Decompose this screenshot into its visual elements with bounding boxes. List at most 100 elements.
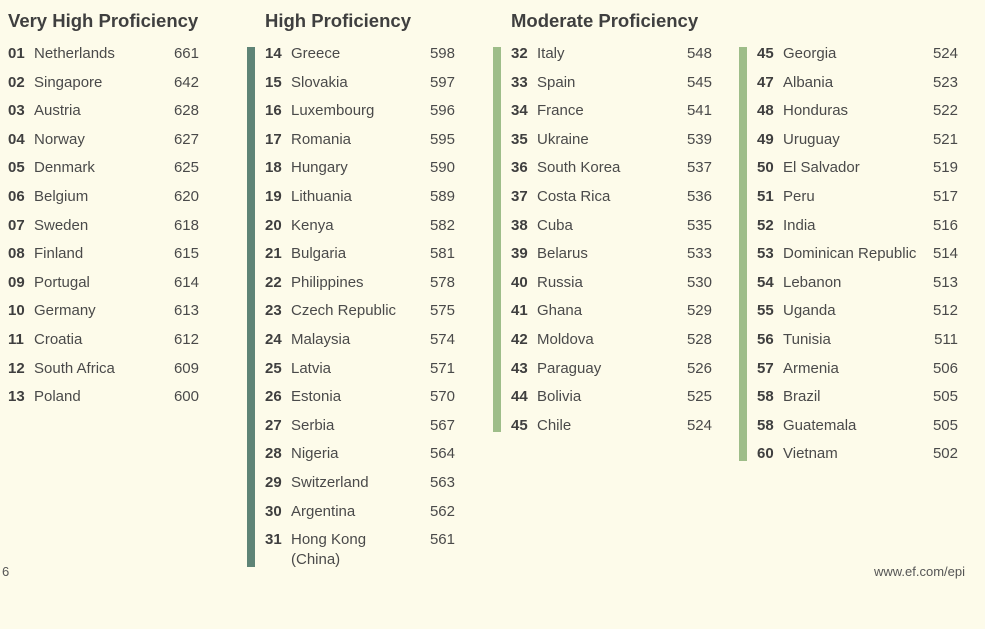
ranking-row: 19 Lithuania 589 [265, 187, 455, 216]
score-value: 519 [932, 159, 958, 177]
ranking-row: 54 Lebanon 513 [757, 273, 958, 302]
country-name: South Africa [34, 359, 115, 377]
rank-number: 58 [757, 416, 774, 434]
ranking-row: 47 Albania 523 [757, 73, 958, 102]
score-value: 614 [173, 273, 199, 291]
score-value: 512 [932, 302, 958, 320]
score-value: 505 [932, 416, 958, 434]
score-value: 533 [686, 245, 712, 263]
moderate-proficiency-bar-1 [493, 47, 501, 432]
rank-number: 54 [757, 273, 774, 291]
country-name: Uruguay [783, 130, 840, 148]
score-value: 596 [429, 102, 455, 120]
score-value: 575 [429, 302, 455, 320]
country-name: Tunisia [783, 330, 831, 348]
country-name: Paraguay [537, 359, 602, 377]
ranking-row: 35 Ukraine 539 [511, 130, 712, 159]
rank-number: 40 [511, 273, 528, 291]
ranking-row: 43 Paraguay 526 [511, 359, 712, 388]
score-value: 613 [173, 302, 199, 320]
rank-number: 04 [8, 130, 25, 148]
score-value: 567 [429, 416, 455, 434]
score-value: 574 [429, 330, 455, 348]
score-value: 539 [686, 130, 712, 148]
ranking-row: 13 Poland 600 [8, 387, 199, 416]
ranking-row: 40 Russia 530 [511, 273, 712, 302]
country-name: Philippines [291, 273, 364, 291]
rank-number: 42 [511, 330, 528, 348]
country-name: Luxembourg [291, 102, 375, 120]
country-name: Albania [783, 73, 834, 91]
ranking-row: 50 El Salvador 519 [757, 158, 958, 187]
ranking-row: 27 Serbia 567 [265, 416, 455, 445]
score-value: 564 [429, 445, 455, 463]
rank-number: 26 [265, 388, 282, 406]
moderate-list-2: 45 Georgia 524 47 Albania 523 48 Honduras 522 49 U… [757, 44, 958, 473]
rank-number: 14 [265, 45, 282, 62]
score-value: 524 [686, 416, 712, 434]
country-name: Dominican Republic [783, 245, 917, 263]
country-name: Kenya [291, 216, 334, 234]
score-value: 537 [686, 159, 712, 177]
score-value: 545 [686, 73, 712, 91]
score-value: 612 [173, 330, 199, 348]
ranking-row: 23 Czech Republic 575 [265, 301, 455, 330]
country-name: South Korea [537, 159, 621, 177]
country-name: Romania [291, 130, 352, 148]
rank-number: 28 [265, 445, 282, 463]
country-name: Belgium [34, 187, 89, 205]
rank-number: 30 [265, 502, 282, 520]
country-name: Spain [537, 73, 576, 91]
ranking-row: 11 Croatia 612 [8, 330, 199, 359]
country-name: Croatia [34, 330, 83, 348]
ranking-row: 56 Tunisia 511 [757, 330, 958, 359]
ranking-row: 58 Guatemala 505 [757, 416, 958, 445]
country-name: Austria [34, 102, 81, 120]
country-name: Chile [537, 416, 572, 434]
score-value: 506 [932, 359, 958, 377]
score-value: 511 [934, 330, 958, 348]
rank-number: 33 [511, 73, 528, 91]
moderate-proficiency-bar-2 [739, 47, 747, 461]
country-name: Sweden [34, 216, 89, 234]
ranking-row: 60 Vietnam 502 [757, 444, 958, 473]
score-value: 618 [173, 216, 199, 234]
score-value: 598 [429, 45, 455, 62]
score-value: 521 [932, 130, 958, 148]
rank-number: 38 [511, 216, 528, 234]
ranking-row: 44 Bolivia 525 [511, 387, 712, 416]
rank-number: 25 [265, 359, 282, 377]
rank-number: 53 [757, 245, 774, 263]
rank-number: 36 [511, 159, 528, 177]
rank-number: 07 [8, 216, 25, 234]
ranking-row: 32 Italy 548 [511, 44, 712, 73]
country-name: Honduras [783, 102, 849, 120]
moderate-list-1: 32 Italy 548 33 Spain 545 34 France 541 35 Ukraine… [511, 44, 712, 444]
score-value: 513 [932, 273, 958, 291]
rank-number: 32 [511, 45, 528, 62]
country-name: Lithuania [291, 187, 352, 205]
ranking-row: 01 Netherlands 661 [8, 44, 199, 73]
score-value: 597 [429, 73, 455, 91]
rank-number: 48 [757, 102, 774, 120]
rank-number: 31 [265, 531, 282, 549]
score-value: 562 [429, 502, 455, 520]
ranking-row: 39 Belarus 533 [511, 244, 712, 273]
score-value: 570 [429, 388, 455, 406]
heading-moderate-proficiency: Moderate Proficiency [511, 10, 699, 31]
rank-number: 03 [8, 102, 25, 120]
score-value: 535 [686, 216, 712, 234]
country-name: El Salvador [783, 159, 860, 177]
rank-number: 44 [511, 388, 528, 406]
rank-number: 13 [8, 388, 25, 406]
page-number: 6 [2, 564, 10, 579]
score-value: 620 [173, 187, 199, 205]
score-value: 514 [932, 245, 958, 263]
ranking-row: 05 Denmark 625 [8, 158, 199, 187]
score-value: 581 [429, 245, 455, 263]
rank-number: 01 [8, 45, 25, 62]
score-value: 529 [686, 302, 712, 320]
score-value: 571 [429, 359, 455, 377]
score-value: 517 [932, 187, 958, 205]
rank-number: 43 [511, 359, 528, 377]
